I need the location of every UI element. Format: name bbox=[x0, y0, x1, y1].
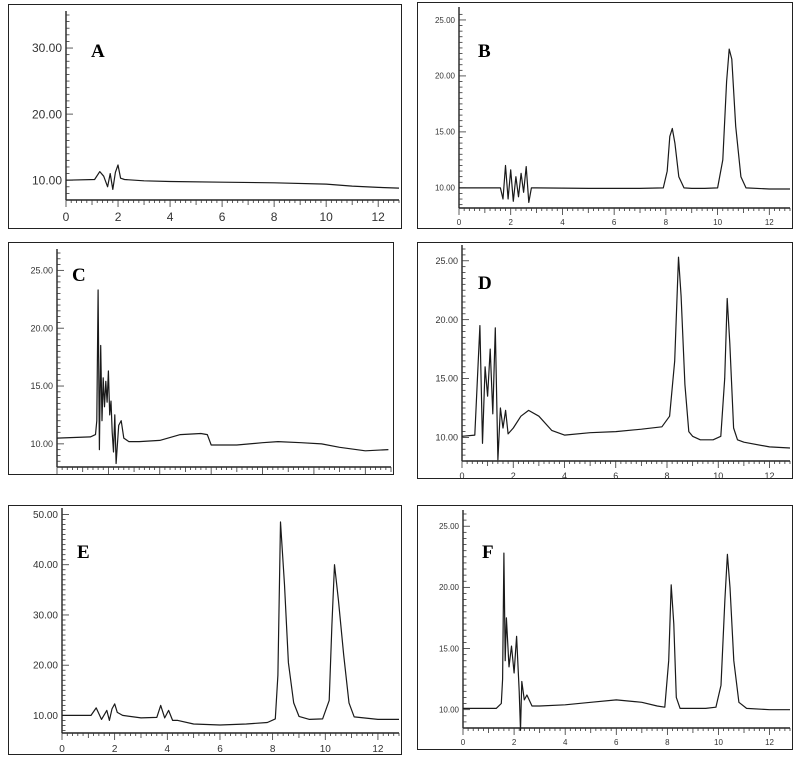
x-tick-label-d: 6 bbox=[613, 471, 618, 478]
x-tick-label-b: 10 bbox=[713, 218, 722, 227]
chromatogram-trace-a bbox=[65, 164, 400, 190]
y-tick-label-e: 40.00 bbox=[33, 560, 58, 571]
chromatogram-trace-c bbox=[56, 289, 389, 465]
y-tick-label-a: 10.00 bbox=[32, 173, 62, 187]
y-tick-label-b: 25.00 bbox=[435, 16, 456, 25]
chromatogram-a: 10.00 20.00 30.00 0 2 4 6 8 10 12 A bbox=[32, 11, 400, 224]
y-tick-label-c: 20.00 bbox=[30, 323, 53, 333]
x-tick-label-b: 12 bbox=[765, 218, 774, 227]
x-tick-label-e: 0 bbox=[59, 744, 65, 754]
y-tick-label-f: 15.00 bbox=[439, 644, 460, 653]
y-tick-label-e: 20.00 bbox=[33, 661, 58, 672]
x-tick-label-b: 6 bbox=[612, 218, 617, 227]
x-tick-label-f: 8 bbox=[665, 738, 670, 747]
x-tick-label-a: 4 bbox=[167, 210, 174, 224]
x-tick-label-a: 10 bbox=[319, 210, 333, 224]
x-tick-label-f: 4 bbox=[563, 738, 568, 747]
x-tick-label-b: 8 bbox=[664, 218, 669, 227]
y-tick-label-b: 15.00 bbox=[435, 128, 456, 137]
y-tick-label-b: 10.00 bbox=[435, 184, 456, 193]
y-tick-label-e: 30.00 bbox=[33, 610, 58, 621]
y-tick-label-e: 50.00 bbox=[33, 510, 58, 521]
x-tick-label-f: 10 bbox=[714, 738, 723, 747]
x-tick-label-a: 12 bbox=[372, 210, 386, 224]
chromatogram-e: 10.00 20.00 30.00 40.00 50.00 0 2 4 6 8 10 12 E bbox=[33, 508, 400, 754]
y-tick-label-f: 10.00 bbox=[439, 705, 460, 714]
x-tick-label-a: 8 bbox=[271, 210, 278, 224]
y-tick-label-c: 25.00 bbox=[30, 266, 53, 276]
y-tick-label-b: 20.00 bbox=[435, 72, 456, 81]
x-tick-label-f: 6 bbox=[614, 738, 619, 747]
chromatogram-b: 10.00 15.00 20.00 25.00 0 2 4 6 8 10 12 B bbox=[435, 7, 791, 227]
y-tick-label-d: 20.00 bbox=[435, 315, 458, 325]
x-tick-label-a: 6 bbox=[219, 210, 226, 224]
x-tick-label-d: 0 bbox=[459, 471, 464, 478]
x-tick-label-e: 12 bbox=[372, 744, 384, 754]
y-tick-label-e: 10.00 bbox=[33, 711, 58, 722]
chromatogram-trace-d bbox=[461, 256, 791, 461]
y-tick-label-d: 10.00 bbox=[435, 433, 458, 443]
x-tick-label-f: 2 bbox=[512, 738, 517, 747]
panel-f: 10.00 15.00 20.00 25.00 0 2 4 6 8 10 12 F bbox=[417, 505, 793, 750]
y-tick-label-c: 10.00 bbox=[30, 439, 53, 449]
x-tick-label-f: 0 bbox=[461, 738, 466, 747]
y-tick-label-f: 20.00 bbox=[439, 583, 460, 592]
panel-label-a: A bbox=[91, 41, 105, 62]
x-tick-label-e: 10 bbox=[320, 744, 332, 754]
chromatogram-f: 10.00 15.00 20.00 25.00 0 2 4 6 8 10 12 F bbox=[439, 510, 791, 747]
x-tick-label-d: 12 bbox=[764, 471, 774, 478]
x-tick-label-d: 2 bbox=[511, 471, 516, 478]
x-tick-label-d: 8 bbox=[664, 471, 669, 478]
y-tick-label-a: 20.00 bbox=[32, 107, 62, 121]
panel-label-e: E bbox=[77, 542, 90, 563]
y-tick-label-a: 30.00 bbox=[32, 41, 62, 55]
x-tick-label-e: 2 bbox=[112, 744, 118, 754]
x-tick-label-d: 4 bbox=[562, 471, 567, 478]
x-tick-label-b: 4 bbox=[560, 218, 565, 227]
panel-label-b: B bbox=[478, 41, 491, 62]
chromatogram-trace-f bbox=[463, 552, 790, 731]
chromatogram-d: 10.00 15.00 20.00 25.00 0 2 4 6 8 10 12 D bbox=[435, 245, 791, 478]
x-tick-label-b: 2 bbox=[508, 218, 513, 227]
panel-d: 10.00 15.00 20.00 25.00 0 2 4 6 8 10 12 D bbox=[417, 242, 793, 479]
x-tick-label-b: 0 bbox=[457, 218, 462, 227]
chromatogram-trace-b bbox=[459, 48, 790, 203]
y-tick-label-c: 15.00 bbox=[30, 381, 53, 391]
panel-label-d: D bbox=[478, 273, 492, 294]
panel-e: 10.00 20.00 30.00 40.00 50.00 0 2 4 6 8 10 12 E bbox=[8, 505, 402, 755]
x-tick-label-e: 8 bbox=[270, 744, 276, 754]
chromatogram-trace-e bbox=[62, 521, 399, 726]
x-tick-label-d: 10 bbox=[713, 471, 723, 478]
panel-label-f: F bbox=[482, 542, 494, 563]
y-tick-label-d: 15.00 bbox=[435, 374, 458, 384]
panel-label-c: C bbox=[72, 265, 86, 286]
x-tick-label-a: 0 bbox=[63, 210, 70, 224]
y-tick-label-f: 25.00 bbox=[439, 522, 460, 531]
x-tick-label-a: 2 bbox=[115, 210, 122, 224]
panel-b: 10.00 15.00 20.00 25.00 0 2 4 6 8 10 12 B bbox=[417, 2, 793, 229]
x-tick-label-f: 12 bbox=[765, 738, 774, 747]
y-tick-label-d: 25.00 bbox=[435, 256, 458, 266]
x-tick-label-e: 4 bbox=[165, 744, 171, 754]
x-tick-label-e: 6 bbox=[217, 744, 223, 754]
panel-a: 10.00 20.00 30.00 0 2 4 6 8 10 12 A bbox=[8, 4, 402, 229]
